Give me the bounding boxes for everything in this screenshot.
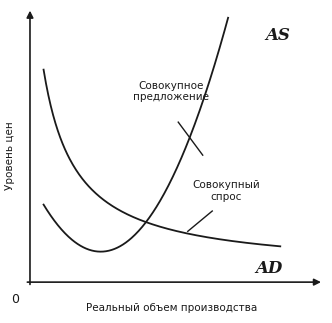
Text: Совокупный
спрос: Совокупный спрос [192,180,260,202]
Text: Уровень цен: Уровень цен [5,121,15,190]
Text: 0: 0 [11,293,19,307]
Text: Реальный объем производства: Реальный объем производства [86,303,257,313]
Text: AS: AS [265,27,290,44]
Text: AD: AD [256,260,283,277]
Text: Совокупное
предложение: Совокупное предложение [133,81,209,102]
